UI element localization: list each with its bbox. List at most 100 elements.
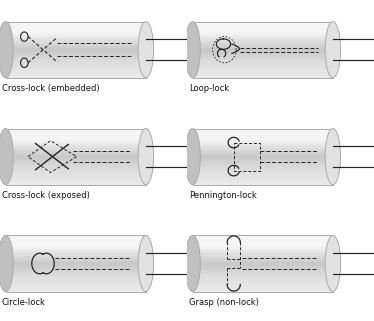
Bar — [193, 247, 333, 248]
Bar — [193, 35, 333, 37]
Bar — [6, 260, 146, 262]
Bar — [193, 264, 333, 265]
Ellipse shape — [185, 22, 200, 78]
Bar — [6, 68, 146, 70]
Bar — [6, 153, 146, 155]
Bar — [193, 70, 333, 72]
Bar — [6, 275, 146, 277]
Bar — [6, 183, 146, 185]
Bar — [193, 160, 333, 162]
Bar — [193, 39, 333, 40]
Bar — [193, 157, 333, 159]
Bar — [6, 46, 146, 48]
Bar — [193, 284, 333, 286]
Bar — [6, 248, 146, 250]
Bar — [193, 37, 333, 39]
Bar — [6, 61, 146, 63]
Bar — [193, 151, 333, 153]
Bar — [193, 44, 333, 46]
Bar — [6, 278, 146, 280]
Bar — [193, 33, 333, 35]
Bar — [193, 267, 333, 269]
Bar — [193, 181, 333, 183]
Bar — [6, 25, 146, 27]
Bar — [193, 239, 333, 241]
Bar — [193, 260, 333, 262]
Bar — [193, 63, 333, 65]
Ellipse shape — [185, 235, 200, 291]
Bar — [6, 44, 146, 46]
Bar — [193, 52, 333, 54]
Bar — [193, 173, 333, 175]
Bar — [193, 183, 333, 185]
Ellipse shape — [138, 128, 154, 185]
Bar — [193, 153, 333, 155]
Bar — [6, 280, 146, 282]
Bar — [193, 250, 333, 252]
Bar — [6, 258, 146, 260]
Bar — [6, 252, 146, 254]
Bar — [193, 168, 333, 170]
Bar — [6, 181, 146, 183]
Bar — [6, 55, 146, 57]
Bar — [193, 258, 333, 260]
Bar — [193, 290, 333, 291]
Bar — [193, 241, 333, 243]
Text: Circle-lock: Circle-lock — [2, 298, 46, 307]
Bar — [6, 66, 146, 68]
Bar — [193, 166, 333, 168]
Bar — [6, 239, 146, 241]
Bar — [193, 31, 333, 33]
Bar — [193, 269, 333, 271]
Bar — [6, 173, 146, 175]
Bar — [6, 264, 146, 265]
Bar — [193, 29, 333, 31]
Bar — [193, 65, 333, 66]
Bar — [6, 170, 146, 171]
Bar — [193, 243, 333, 245]
Bar — [193, 27, 333, 29]
Bar — [6, 52, 146, 54]
Bar — [6, 237, 146, 239]
Bar — [193, 147, 333, 149]
Bar — [193, 277, 333, 278]
Ellipse shape — [325, 235, 341, 291]
Bar — [6, 265, 146, 267]
Bar — [6, 277, 146, 278]
Bar — [193, 76, 333, 78]
Bar — [193, 74, 333, 76]
Bar — [6, 134, 146, 136]
Bar — [193, 179, 333, 181]
Bar — [193, 248, 333, 250]
Bar — [193, 288, 333, 290]
Bar — [193, 177, 333, 179]
Bar — [6, 284, 146, 286]
Bar — [6, 33, 146, 35]
Bar — [6, 286, 146, 288]
Bar — [6, 142, 146, 143]
Bar — [6, 166, 146, 168]
Bar — [6, 267, 146, 269]
Bar — [193, 286, 333, 288]
Bar — [193, 175, 333, 177]
Bar — [6, 256, 146, 258]
Bar — [6, 22, 146, 23]
Ellipse shape — [325, 128, 341, 185]
Bar — [6, 149, 146, 151]
Bar — [193, 140, 333, 142]
Bar — [193, 50, 333, 52]
Bar — [193, 54, 333, 55]
Bar — [193, 256, 333, 258]
Bar — [193, 22, 333, 23]
Bar — [6, 132, 146, 134]
Bar — [6, 155, 146, 157]
Bar — [6, 164, 146, 166]
Bar — [193, 252, 333, 254]
Bar — [193, 143, 333, 145]
Bar — [6, 250, 146, 252]
Bar — [6, 35, 146, 37]
Bar — [193, 282, 333, 284]
Bar — [6, 271, 146, 273]
Bar — [193, 280, 333, 282]
Bar — [6, 235, 146, 237]
